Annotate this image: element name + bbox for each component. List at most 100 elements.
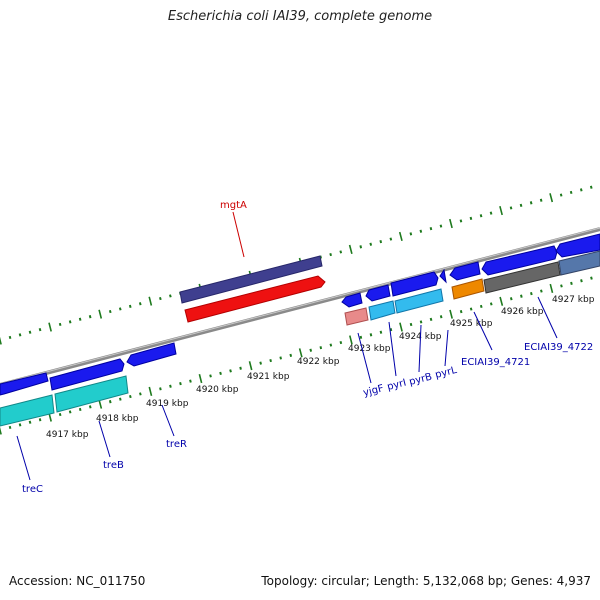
minor-tick: [269, 358, 272, 363]
gene-arrow-5[interactable]: [365, 284, 391, 302]
minor-tick: [159, 387, 162, 391]
cds-block-4[interactable]: [368, 300, 396, 321]
major-tick: [499, 205, 503, 216]
gene-arrow-6[interactable]: [390, 271, 439, 297]
minor-tick: [379, 240, 383, 244]
major-tick: [499, 296, 504, 306]
scale-label-4917: 4917 kbp: [46, 430, 89, 440]
minor-tick: [18, 423, 22, 427]
minor-tick: [179, 382, 182, 386]
minor-tick: [520, 294, 523, 298]
minor-tick: [569, 190, 573, 195]
minor-tick: [128, 304, 132, 308]
gene-arrow-10[interactable]: [555, 233, 600, 258]
genome-summary-text: Topology: circular; Length: 5,132,068 bp…: [261, 574, 591, 588]
minor-tick: [28, 330, 32, 334]
minor-tick: [88, 405, 92, 409]
gene-label-yjgF[interactable]: yjgF: [362, 383, 385, 399]
gene-label-treB[interactable]: treB: [103, 460, 124, 471]
minor-tick: [68, 320, 72, 324]
minor-tick: [339, 250, 343, 254]
major-tick: [98, 309, 103, 319]
minor-tick: [479, 304, 483, 309]
scale-label-4921: 4921 kbp: [247, 372, 290, 382]
major-tick: [549, 283, 554, 293]
minor-tick: [78, 317, 82, 321]
major-tick: [449, 218, 453, 229]
minor-tick: [329, 252, 332, 257]
cds-block-2[interactable]: [54, 375, 129, 413]
cds-block-3[interactable]: [344, 307, 369, 326]
gene-label-ECIAI39_4722[interactable]: ECIAI39_4722: [524, 342, 593, 353]
minor-tick: [209, 374, 212, 378]
gene-label-pyrI[interactable]: pyrI: [386, 378, 407, 393]
gene-arrow-7[interactable]: [439, 268, 447, 284]
map-title: Escherichia coli IAI39, complete genome: [167, 9, 433, 24]
minor-tick: [108, 400, 112, 404]
gene-label-treR[interactable]: treR: [166, 439, 187, 450]
minor-tick: [359, 335, 363, 339]
cds-block-7[interactable]: [483, 261, 561, 294]
scale-label-4922: 4922 kbp: [297, 357, 340, 367]
major-tick: [349, 335, 353, 345]
minor-tick: [8, 335, 12, 340]
minor-tick: [78, 407, 82, 412]
minor-tick: [429, 227, 433, 231]
mgtA-gene-arrow[interactable]: [184, 275, 326, 323]
mgtA-label-leader: [232, 211, 245, 258]
minor-tick: [509, 297, 513, 301]
gene-label-treC[interactable]: treC: [22, 484, 43, 495]
gene-label-pyrB[interactable]: pyrB: [408, 372, 433, 388]
major-tick: [399, 322, 403, 332]
minor-tick: [219, 371, 222, 375]
minor-tick: [419, 320, 423, 324]
gene-arrow-4[interactable]: [341, 292, 363, 308]
minor-tick: [469, 307, 473, 311]
minor-tick: [159, 296, 162, 301]
cds-block-5[interactable]: [394, 288, 444, 314]
scale-label-4925: 4925 kbp: [450, 319, 493, 329]
major-tick: [449, 309, 453, 319]
cds-block-6[interactable]: [451, 278, 485, 300]
minor-tick: [289, 353, 293, 357]
scale-label-4920: 4920 kbp: [196, 385, 239, 395]
minor-tick: [489, 302, 493, 306]
scale-label-4927: 4927 kbp: [552, 295, 595, 305]
feature-label-mgtA[interactable]: mgtA: [220, 200, 247, 211]
gene-arrow-9[interactable]: [481, 245, 558, 276]
genome-backbone: [0, 227, 600, 387]
minor-tick: [229, 369, 232, 373]
major-tick: [248, 361, 253, 371]
minor-tick: [108, 309, 112, 314]
minor-tick: [189, 379, 192, 383]
minor-tick: [429, 317, 433, 321]
gene-label-pyrL[interactable]: pyrL: [434, 365, 458, 381]
gene-arrow-3[interactable]: [126, 342, 177, 367]
major-tick: [98, 399, 103, 409]
minor-tick: [309, 348, 313, 352]
major-tick: [398, 231, 403, 242]
minor-tick: [519, 203, 523, 207]
gene-arrow-1[interactable]: [0, 372, 49, 396]
major-tick: [298, 348, 303, 358]
minor-tick: [259, 361, 262, 365]
mgtA-region-block[interactable]: [179, 255, 323, 304]
gene-arrow-8[interactable]: [449, 261, 481, 281]
minor-tick: [38, 418, 42, 422]
cds-block-8[interactable]: [558, 250, 600, 276]
gene-label-ECIAI39_4721[interactable]: ECIAI39_4721: [461, 357, 530, 368]
minor-tick: [329, 343, 333, 347]
inner-dotted-ring: [0, 276, 593, 435]
cds-block-1[interactable]: [0, 394, 55, 427]
minor-tick: [58, 412, 62, 417]
gene-arrow-2[interactable]: [49, 358, 125, 391]
genome-backbone-highlight: [0, 227, 600, 385]
minor-tick: [570, 281, 573, 285]
major-tick: [0, 336, 2, 345]
minor-tick: [439, 224, 443, 228]
minor-tick: [239, 366, 242, 370]
minor-tick: [369, 333, 373, 337]
minor-tick: [579, 188, 583, 192]
minor-tick: [560, 284, 563, 288]
minor-tick: [459, 310, 463, 314]
